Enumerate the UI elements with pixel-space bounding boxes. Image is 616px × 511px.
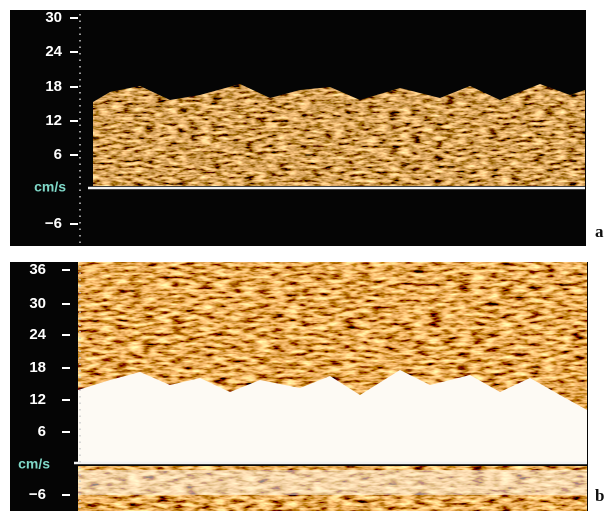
axis-label: 36 (29, 261, 46, 278)
panel-b: 36 30 24 18 12 6 cm/s −6 b (10, 261, 604, 511)
axis-unit: cm/s (34, 179, 66, 195)
axis-label: 12 (29, 391, 46, 408)
axis-label: 30 (29, 295, 46, 312)
panel-label: b (595, 486, 604, 505)
panel-a: 30 24 18 12 6 cm/s −6 a (10, 9, 604, 246)
axis-label: 6 (54, 146, 62, 163)
reverse-highlight (78, 470, 587, 495)
axis-label: −6 (29, 486, 46, 503)
page: {"panels": [ {"label": "a", "axis_labels… (0, 0, 616, 511)
panel-label: a (595, 222, 604, 241)
axis-label: 6 (38, 423, 46, 440)
axis-unit: cm/s (18, 456, 50, 472)
axis-label: 18 (29, 359, 46, 376)
axis-label: 30 (45, 9, 62, 26)
axis-label: 18 (45, 78, 62, 95)
axis-label: 12 (45, 112, 62, 129)
figure: 30 24 18 12 6 cm/s −6 a 36 30 24 18 12 6… (0, 0, 616, 511)
axis-label: 24 (29, 326, 46, 343)
axis-label: −6 (45, 215, 62, 232)
axis-label: 24 (45, 43, 62, 60)
